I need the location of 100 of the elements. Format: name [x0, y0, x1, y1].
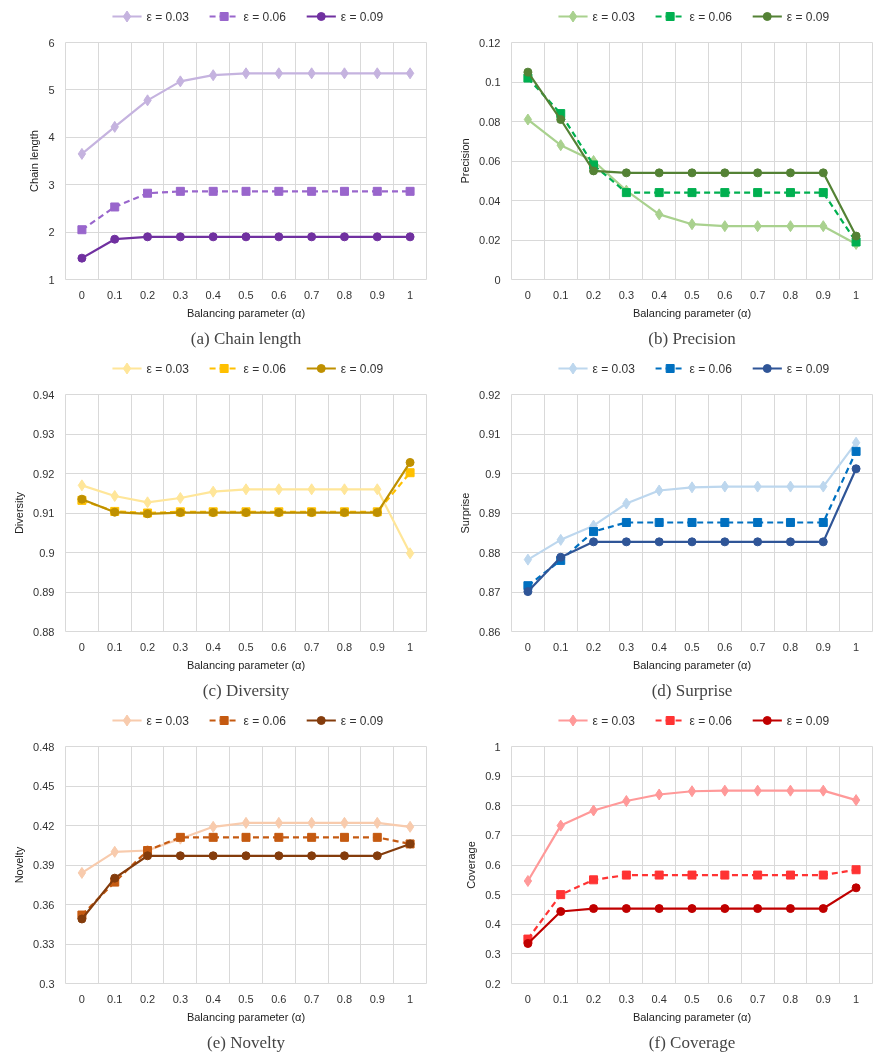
y-tick-label: 0.36	[33, 898, 55, 911]
y-axis-title: Novelty	[13, 846, 26, 884]
legend-label: ε = 0.09	[340, 713, 384, 728]
x-tick-label: 0.9	[369, 288, 385, 301]
legend-label: ε = 0.09	[786, 9, 830, 24]
y-tick-label: 6	[48, 36, 55, 49]
y-tick-label: 0.6	[485, 859, 501, 871]
legend-label: ε = 0.03	[592, 361, 636, 376]
x-tick-label: 0.4	[205, 992, 221, 1005]
y-tick-label: 0.04	[479, 194, 501, 207]
x-tick-label: 0.4	[205, 288, 221, 301]
x-axis-title: Balancing parameter (α)	[632, 1010, 752, 1023]
x-tick-label: 0.2	[139, 640, 156, 653]
x-tick-label: 0.5	[238, 288, 254, 301]
x-tick-label: 0.1	[107, 640, 123, 653]
text: (d) Surprise	[651, 680, 733, 700]
x-axis-title: Balancing parameter (α)	[632, 658, 752, 671]
y-tick-label: 0.92	[33, 467, 55, 480]
y-tick-label: 0.9	[485, 467, 501, 480]
y-tick-label: 1	[494, 740, 501, 753]
x-tick-label: 0.2	[585, 288, 602, 301]
text: (e) Novelty	[207, 1032, 286, 1052]
y-tick-label: 0.33	[33, 938, 55, 950]
x-tick-label: 0.5	[684, 992, 700, 1005]
x-tick-label: 0.4	[651, 992, 667, 1005]
x-tick-label: 0.3	[172, 640, 189, 653]
legend-label: ε = 0.03	[146, 9, 190, 24]
x-tick-label: 0.6	[717, 640, 733, 653]
x-tick-label: 0.2	[585, 640, 602, 653]
x-tick-label: 0	[524, 992, 531, 1005]
x-tick-label: 1	[407, 992, 414, 1005]
x-tick-label: 0.9	[369, 992, 385, 1005]
x-tick-label: 0.1	[107, 992, 123, 1005]
x-tick-label: 0.8	[782, 640, 799, 653]
y-axis-title: Chain length	[28, 130, 41, 192]
x-tick-label: 0.9	[815, 640, 831, 653]
x-tick-label: 0.3	[172, 992, 189, 1005]
x-tick-label: 0.8	[336, 288, 353, 301]
y-tick-label: 1	[48, 273, 55, 286]
x-tick-label: 1	[407, 640, 414, 653]
x-tick-label: 0.7	[749, 992, 766, 1005]
y-tick-label: 0.12	[479, 36, 501, 49]
y-tick-label: 0.8	[485, 799, 501, 812]
y-tick-label: 0.88	[33, 625, 55, 638]
y-tick-label: 0.91	[479, 428, 501, 440]
x-tick-label: 0.8	[336, 992, 353, 1005]
y-axis-title: Coverage	[465, 841, 478, 889]
y-tick-label: 2	[48, 226, 55, 239]
legend-label: ε = 0.06	[689, 713, 733, 728]
x-tick-label: 0.4	[651, 288, 667, 301]
x-tick-label: 0.6	[717, 992, 733, 1005]
text: (b) Precision	[648, 328, 737, 348]
x-tick-label: 0.1	[553, 992, 569, 1005]
x-tick-label: 0.9	[369, 640, 385, 653]
x-tick-label: 0.4	[205, 640, 221, 653]
x-tick-label: 0	[78, 992, 85, 1005]
x-tick-label: 0.2	[139, 992, 156, 1005]
x-tick-label: 0.2	[139, 288, 156, 301]
x-tick-label: 0.5	[238, 992, 254, 1005]
y-tick-label: 0.92	[479, 388, 501, 401]
y-tick-label: 4	[48, 131, 55, 144]
x-tick-label: 0.7	[303, 640, 320, 653]
y-tick-label: 0.1	[485, 76, 501, 88]
x-tick-label: 0.8	[782, 992, 799, 1005]
x-tick-label: 0.8	[782, 288, 799, 301]
x-tick-label: 0.5	[684, 640, 700, 653]
y-tick-label: 0.06	[479, 155, 501, 167]
y-axis-title: Diversity	[13, 491, 26, 535]
y-tick-label: 0.9	[485, 770, 501, 783]
y-tick-label: 0.42	[33, 819, 55, 832]
x-tick-label: 0.6	[717, 288, 733, 301]
x-axis-title: Balancing parameter (α)	[186, 658, 306, 671]
x-tick-label: 0.7	[749, 288, 766, 301]
x-tick-label: 0.3	[172, 288, 189, 301]
text: (f) Coverage	[648, 1032, 736, 1052]
y-tick-label: 0.86	[479, 625, 501, 638]
y-tick-label: 0.88	[479, 546, 501, 559]
y-tick-label: 0.48	[33, 740, 55, 753]
legend-label: ε = 0.06	[243, 9, 287, 24]
x-axis-title: Balancing parameter (α)	[186, 306, 306, 319]
y-tick-label: 0.94	[33, 388, 55, 401]
y-tick-label: 0.9	[39, 546, 55, 559]
x-tick-label: 0.9	[815, 288, 831, 301]
x-tick-label: 0.2	[585, 992, 602, 1005]
y-tick-label: 0.89	[33, 586, 55, 598]
y-axis-title: Precision	[459, 138, 472, 184]
x-axis-title: Balancing parameter (α)	[632, 306, 752, 319]
x-tick-label: 0.4	[651, 640, 667, 653]
legend-label: ε = 0.03	[146, 361, 190, 376]
legend-label: ε = 0.06	[689, 361, 733, 376]
y-tick-label: 0.87	[479, 586, 501, 598]
legend-label: ε = 0.03	[592, 713, 636, 728]
legend-label: ε = 0.06	[689, 9, 733, 24]
y-tick-label: 0.7	[485, 829, 501, 842]
legend-label: ε = 0.09	[340, 9, 384, 24]
y-tick-label: 0.4	[485, 918, 501, 931]
legend-label: ε = 0.03	[146, 713, 190, 728]
legend-label: ε = 0.09	[786, 713, 830, 728]
y-tick-label: 0.2	[485, 977, 501, 990]
x-axis-title: Balancing parameter (α)	[186, 1010, 306, 1023]
